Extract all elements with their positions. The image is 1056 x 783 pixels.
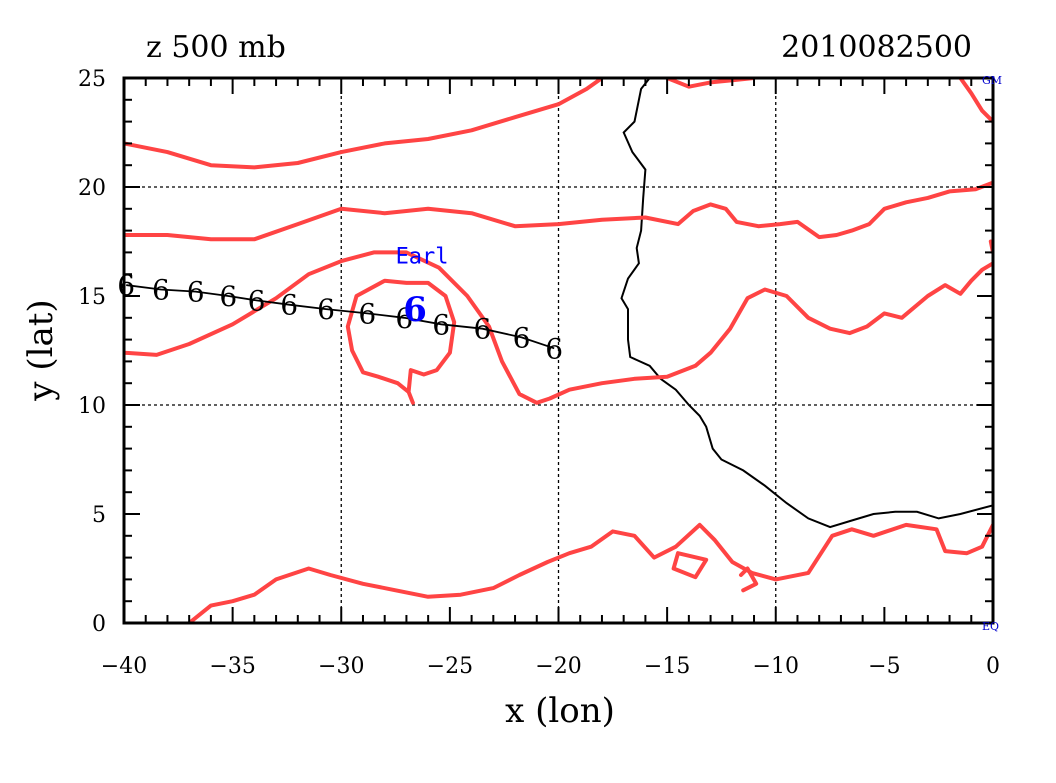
track-point: 6 (219, 280, 237, 313)
corner-label-gm: GM (982, 74, 1002, 87)
storm-name-label: Earl (396, 244, 449, 269)
track-point: 6 (358, 297, 376, 330)
chart-title-right: 2010082500 (781, 30, 972, 65)
y-tick-label: 20 (78, 176, 106, 201)
track-point: 6 (317, 293, 335, 326)
contour-line (187, 522, 993, 623)
y-axis-label: y (lat) (21, 299, 61, 401)
x-tick-label: −20 (535, 654, 581, 679)
y-tick-label: 25 (78, 67, 106, 92)
contour-line (124, 78, 604, 170)
storm-marker: 6 (403, 290, 427, 330)
contour-line (739, 566, 759, 593)
contour-line (671, 551, 709, 580)
storm-track-line (126, 284, 555, 350)
coastline (620, 78, 993, 529)
y-tick-label: 15 (78, 285, 106, 310)
contour-line (958, 78, 993, 124)
track-point: 6 (513, 321, 531, 354)
y-tick-label: 10 (78, 394, 106, 419)
chart-title-left: z 500 mb (146, 30, 286, 65)
track-point: 6 (432, 308, 450, 341)
plot-area: 6 6 6 6 6 6 6 6 6 6 6 6 66−40 −35 −30 −25 −20 −15 −10 −5 005… (78, 67, 1000, 679)
contour-line (345, 278, 457, 405)
track-point: 6 (280, 289, 298, 322)
x-tick-label: −30 (318, 654, 364, 679)
x-tick-label: −35 (209, 654, 255, 679)
x-tick-label: −10 (753, 654, 799, 679)
y-tick-label: 5 (92, 503, 106, 528)
x-axis-label: x (lon) (505, 691, 615, 731)
track-point: 6 (395, 302, 413, 335)
track-point: 6 (248, 284, 266, 317)
track-point: 6 (117, 269, 135, 302)
contour-line (124, 250, 993, 405)
x-tick-label: 0 (986, 654, 1000, 679)
track-point: 6 (152, 273, 170, 306)
track-point: 6 (187, 276, 205, 309)
x-tick-label: −25 (427, 654, 473, 679)
corner-label-eq: EQ (982, 620, 999, 633)
x-tick-label: −15 (644, 654, 690, 679)
track-point: 6 (474, 313, 492, 346)
track-point: 6 (545, 332, 563, 365)
y-tick-label: 0 (92, 612, 106, 637)
x-tick-label: −5 (868, 654, 900, 679)
x-tick-label: −40 (101, 654, 147, 679)
contour-line (124, 180, 993, 242)
